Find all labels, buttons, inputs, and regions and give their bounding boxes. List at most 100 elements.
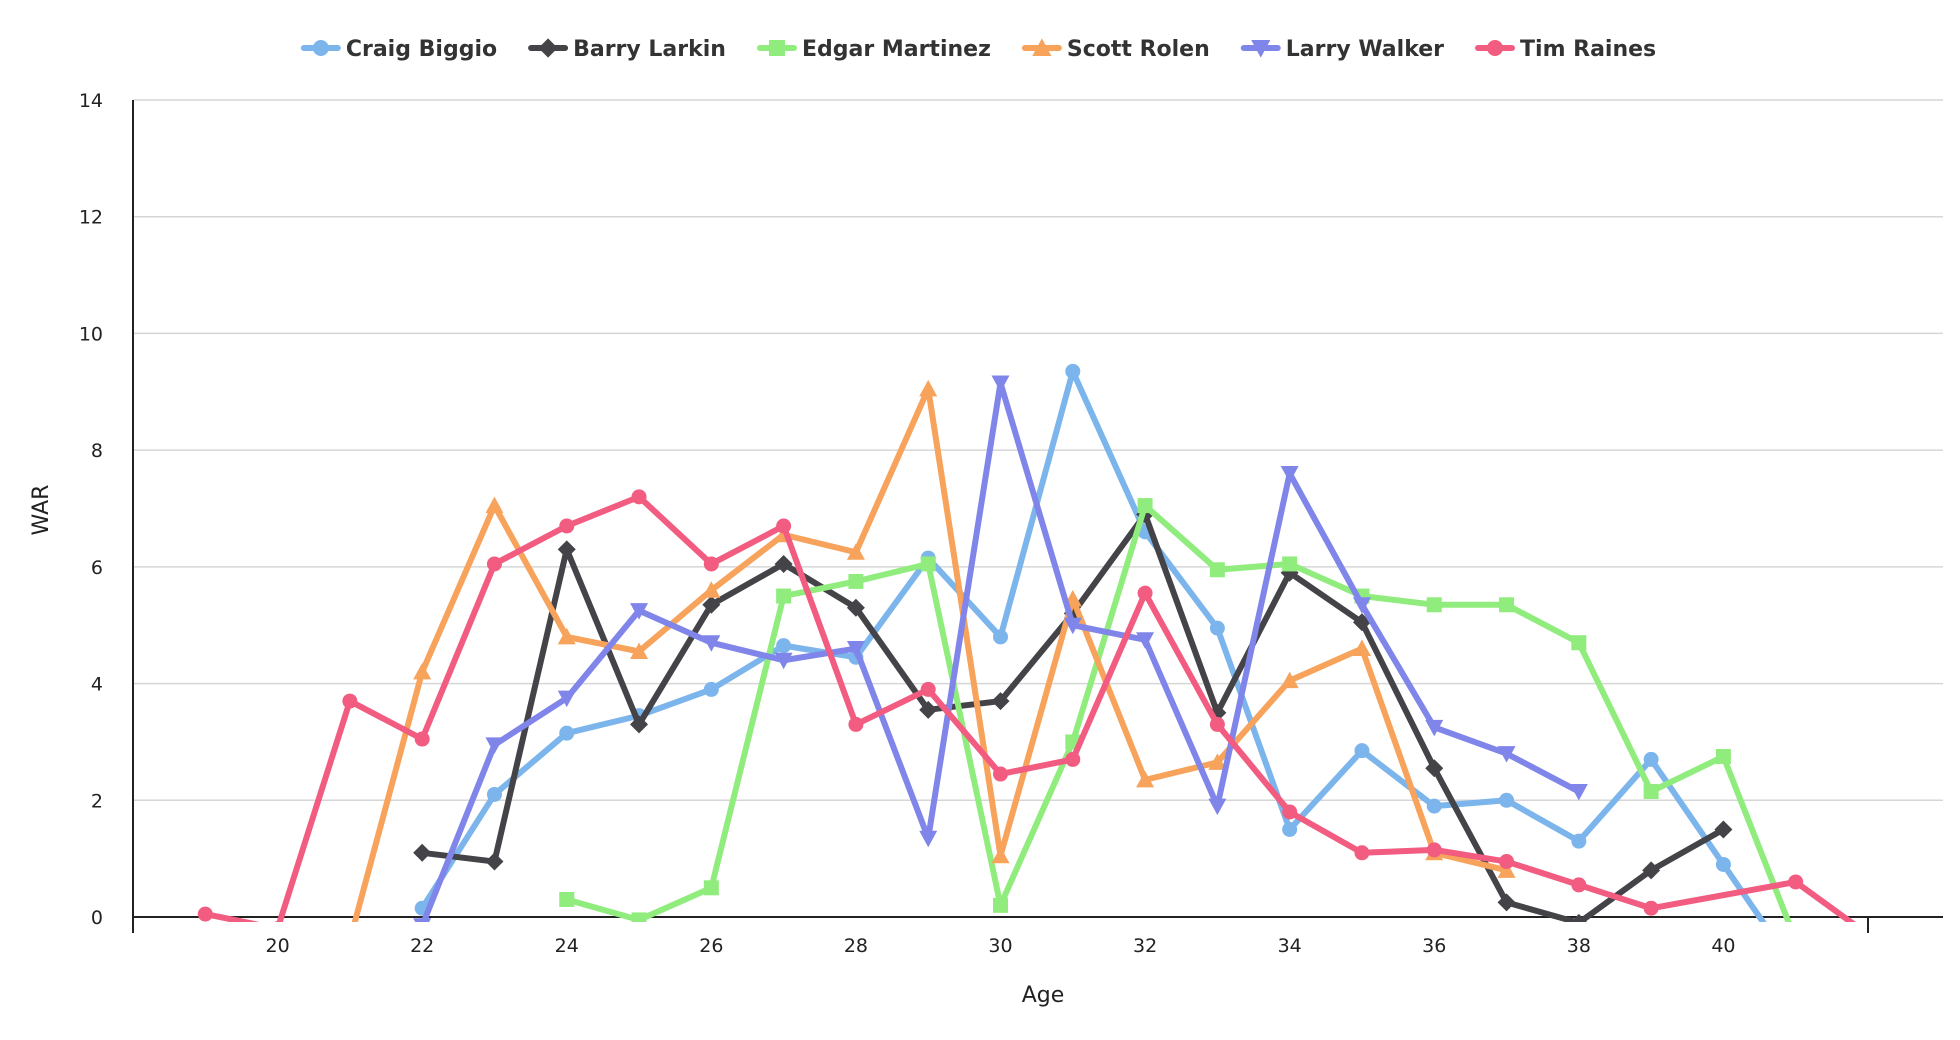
data-point-barry-larkin	[1497, 893, 1516, 912]
x-tick-label: 38	[1567, 935, 1591, 957]
data-point-craig-biggio	[776, 638, 792, 654]
legend: Craig Biggio Barry Larkin Edgar Martinez Sc…	[300, 37, 1656, 62]
data-point-barry-larkin	[1570, 913, 1587, 922]
data-point-larry-walker	[557, 690, 576, 708]
y-tick-label: 6	[91, 557, 103, 579]
data-point-craig-biggio	[1788, 962, 1803, 977]
data-point-barry-larkin	[630, 715, 649, 734]
data-point-tim-raines	[414, 731, 430, 747]
legend-item-edgar-martinez[interactable]: Edgar Martinez	[756, 37, 991, 62]
y-tick-label: 14	[79, 90, 103, 112]
data-point-scott-rolen	[1280, 671, 1299, 689]
data-point-craig-biggio	[1354, 743, 1370, 759]
y-axis-title: WAR	[29, 485, 54, 536]
data-point-craig-biggio	[703, 681, 719, 697]
data-point-craig-biggio	[1282, 821, 1298, 837]
data-point-tim-raines	[848, 716, 864, 732]
series-craig-biggio	[414, 363, 1803, 977]
data-point-barry-larkin	[557, 540, 576, 559]
data-point-larry-walker	[1208, 798, 1227, 816]
legend-item-tim-raines[interactable]: Tim Raines	[1475, 37, 1656, 62]
data-point-edgar-martinez	[1137, 498, 1153, 514]
x-tick-label: 30	[988, 935, 1012, 957]
x-tick-label: 36	[1422, 935, 1446, 957]
data-point-edgar-martinez	[1788, 933, 1803, 948]
data-point-craig-biggio	[1643, 751, 1659, 767]
y-axis-ticks: 0 2 4 6 8 10 12 14	[79, 90, 103, 929]
data-point-barry-larkin	[919, 700, 938, 719]
data-point-edgar-martinez	[559, 891, 575, 907]
series-line-craig-biggio	[419, 368, 1767, 922]
legend-item-larry-walker[interactable]: Larry Walker	[1240, 37, 1444, 62]
data-point-scott-rolen	[557, 627, 576, 645]
data-point-tim-raines	[1426, 842, 1442, 858]
legend-label: Edgar Martinez	[802, 37, 991, 62]
x-axis-title: Age	[1022, 983, 1065, 1008]
data-point-craig-biggio	[1571, 833, 1587, 849]
data-point-craig-biggio	[1499, 792, 1515, 808]
data-point-larry-walker	[1063, 617, 1082, 635]
data-point-tim-raines	[274, 921, 282, 922]
x-tick-label: 28	[844, 935, 868, 957]
data-point-larry-walker	[846, 641, 865, 658]
data-point-scott-rolen	[1352, 639, 1371, 657]
data-point-barry-larkin	[1425, 759, 1444, 778]
legend-item-barry-larkin[interactable]: Barry Larkin	[528, 37, 726, 62]
data-point-tim-raines	[1788, 874, 1804, 890]
data-point-scott-rolen	[630, 642, 649, 659]
data-point-tim-raines	[631, 489, 647, 505]
axes	[132, 100, 1943, 933]
data-point-larry-walker	[413, 918, 432, 922]
data-point-craig-biggio	[559, 725, 575, 741]
legend-marker	[1487, 40, 1504, 56]
data-point-edgar-martinez	[1426, 597, 1442, 613]
data-point-barry-larkin	[774, 554, 793, 573]
x-tick-label: 22	[410, 935, 434, 957]
legend-label: Craig Biggio	[346, 37, 497, 62]
legend-label: Barry Larkin	[573, 37, 726, 62]
series-layer	[197, 363, 1856, 977]
data-point-edgar-martinez	[776, 588, 792, 604]
data-point-barry-larkin	[991, 692, 1010, 711]
legend-item-scott-rolen[interactable]: Scott Rolen	[1021, 37, 1210, 62]
data-point-tim-raines	[776, 518, 792, 534]
series-scott-rolen	[341, 379, 1516, 948]
legend-marker	[538, 38, 558, 58]
legend-marker	[1251, 40, 1271, 58]
data-point-edgar-martinez	[993, 897, 1008, 913]
x-tick-label: 34	[1278, 935, 1302, 957]
data-point-edgar-martinez	[1282, 556, 1298, 572]
series-line-tim-raines	[202, 493, 1856, 922]
y-tick-label: 2	[91, 790, 103, 812]
data-point-larry-walker	[630, 603, 649, 620]
data-point-scott-rolen	[1136, 770, 1155, 788]
data-point-craig-biggio	[1065, 363, 1081, 379]
data-point-larry-walker	[1136, 632, 1155, 649]
data-point-scott-rolen	[919, 379, 938, 397]
x-tick-label: 32	[1133, 935, 1157, 957]
data-point-barry-larkin	[1642, 861, 1661, 880]
data-point-tim-raines	[1571, 877, 1587, 893]
data-point-larry-walker	[1280, 465, 1299, 483]
data-point-scott-rolen	[991, 846, 1010, 864]
data-point-tim-raines	[1643, 900, 1659, 916]
data-point-edgar-martinez	[1571, 635, 1587, 651]
data-point-edgar-martinez	[703, 880, 719, 896]
series-tim-raines	[197, 489, 1856, 922]
data-point-scott-rolen	[1208, 753, 1227, 770]
x-tick-label: 24	[555, 935, 579, 957]
data-point-edgar-martinez	[631, 912, 647, 922]
x-tick-label: 20	[265, 935, 289, 957]
data-point-barry-larkin	[485, 852, 504, 871]
data-point-larry-walker	[1352, 597, 1371, 614]
legend-item-craig-biggio[interactable]: Craig Biggio	[300, 37, 497, 62]
y-tick-label: 10	[79, 323, 103, 345]
data-point-scott-rolen	[341, 931, 359, 948]
y-tick-label: 8	[91, 440, 103, 462]
legend-marker	[312, 40, 329, 56]
data-point-craig-biggio	[1715, 856, 1731, 872]
y-tick-label: 12	[79, 207, 103, 229]
data-point-larry-walker	[485, 737, 504, 754]
